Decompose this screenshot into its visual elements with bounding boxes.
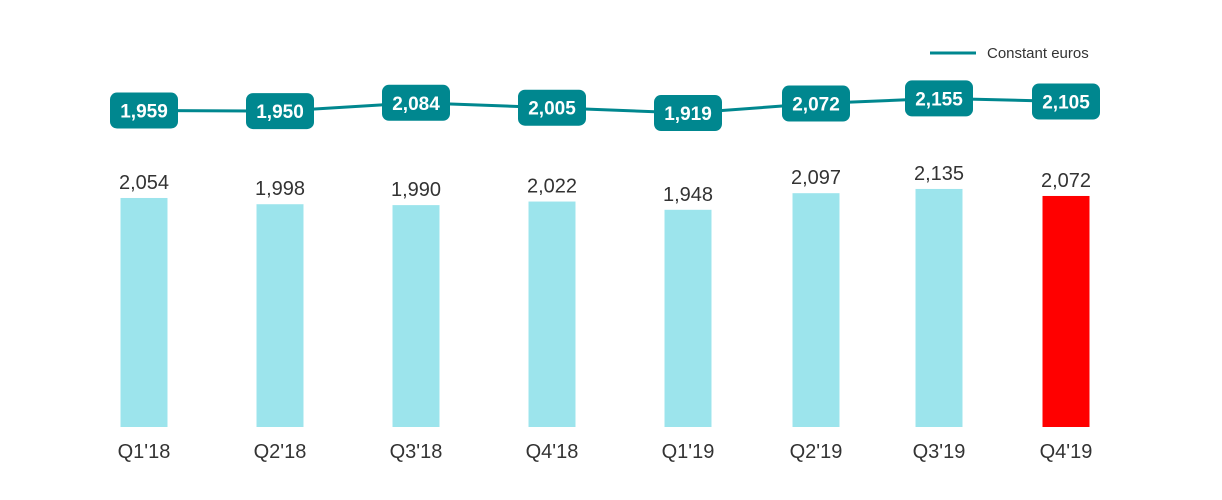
bar-1 — [256, 204, 304, 427]
line-point-pill-7 — [1032, 83, 1100, 120]
category-label-4: Q1'19 — [662, 441, 715, 463]
category-label-0: Q1'18 — [118, 441, 171, 463]
line-point-4: 1,919 — [654, 95, 722, 132]
bars-layer — [120, 188, 1090, 427]
bar-value-label-6: 2,135 — [914, 163, 964, 185]
line-point-label-6: 2,155 — [915, 89, 963, 110]
line-point-label-7: 2,105 — [1042, 92, 1090, 113]
bar-4 — [664, 209, 712, 427]
line-point-1: 1,950 — [246, 93, 314, 130]
line-point-0: 1,959 — [110, 92, 178, 129]
category-label-6: Q3'19 — [913, 441, 966, 463]
line-point-2: 2,084 — [382, 84, 450, 121]
line-point-label-3: 2,005 — [528, 99, 576, 120]
bar-2 — [392, 205, 440, 427]
line-point-3: 2,005 — [518, 89, 586, 126]
line-point-pill-0 — [110, 92, 178, 129]
line-point-6: 2,155 — [905, 80, 973, 117]
bar-3 — [528, 201, 576, 427]
bar-labels-layer: 2,054 1,998 1,990 2,022 1,948 2,097 2,135 2,072 — [119, 163, 1091, 206]
bar-5 — [792, 193, 840, 427]
category-label-1: Q2'18 — [254, 441, 307, 463]
line-point-pill-3 — [518, 89, 586, 126]
bar-value-label-7: 2,072 — [1041, 170, 1091, 192]
bar-value-label-1: 1,998 — [255, 178, 305, 200]
line-point-pill-6 — [905, 80, 973, 117]
line-point-7: 2,105 — [1032, 83, 1100, 120]
line-point-pill-4 — [654, 95, 722, 132]
legend-label: Constant euros — [987, 45, 1089, 62]
line-point-label-5: 2,072 — [792, 95, 840, 116]
bar-7 — [1042, 195, 1090, 427]
bar-6 — [915, 188, 963, 427]
category-label-5: Q2'19 — [790, 441, 843, 463]
bar-value-label-0: 2,054 — [119, 172, 169, 194]
bar-value-label-5: 2,097 — [791, 167, 841, 189]
line-point-label-2: 2,084 — [392, 94, 440, 115]
line-point-5: 2,072 — [782, 85, 850, 122]
category-labels-layer: Q1'18 Q2'18 Q3'18 Q4'18 Q1'19 Q2'19 Q3'19 Q4'19 — [118, 441, 1093, 463]
line-point-pill-2 — [382, 84, 450, 121]
line-point-pill-5 — [782, 85, 850, 122]
line-point-label-4: 1,919 — [664, 104, 712, 125]
bar-0 — [120, 197, 168, 427]
line-point-label-0: 1,959 — [120, 102, 168, 123]
legend: Constant euros — [930, 45, 1089, 62]
category-label-7: Q4'19 — [1040, 441, 1093, 463]
line-point-label-1: 1,950 — [256, 102, 304, 123]
bar-value-label-2: 1,990 — [391, 179, 441, 201]
line-point-pill-1 — [246, 93, 314, 130]
line-pills-layer: 1,959 1,950 2,084 2,005 1,919 2,072 2,155 2,105 — [110, 80, 1100, 132]
bar-value-label-3: 2,022 — [527, 176, 577, 198]
category-label-3: Q4'18 — [526, 441, 579, 463]
category-label-2: Q3'18 — [390, 441, 443, 463]
bar-value-label-4: 1,948 — [663, 184, 713, 206]
